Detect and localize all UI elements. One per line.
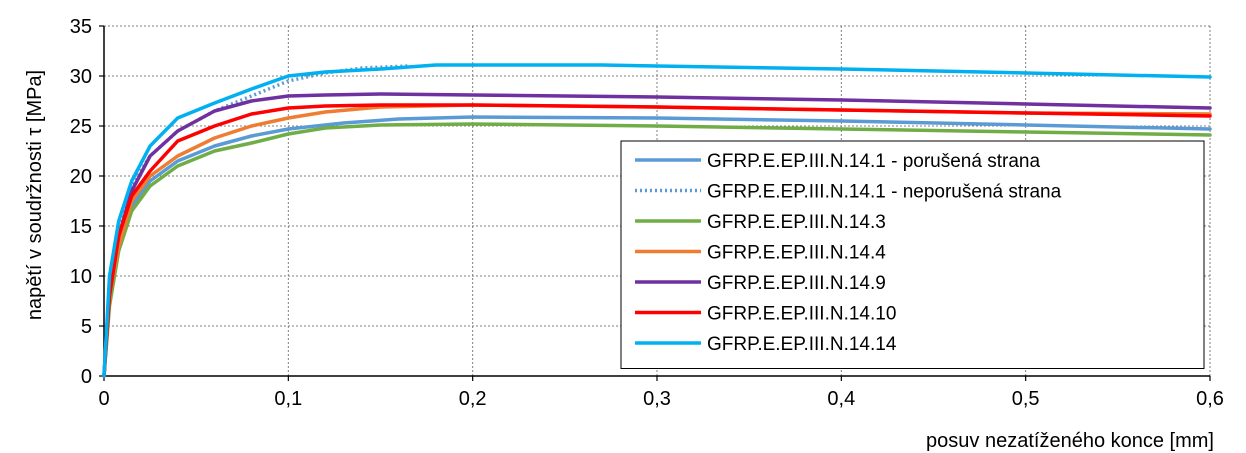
y-tick-label: 0: [81, 366, 92, 388]
axes: [99, 25, 1211, 381]
x-tick-label: 0,4: [827, 388, 855, 410]
x-tick-label: 0,6: [1196, 388, 1224, 410]
legend-label: GFRP.E.EP.III.N.14.1 - neporušená strana: [707, 182, 1062, 203]
y-axis-title: napětí v soudržnosti τ [MPa]: [24, 70, 46, 320]
y-tick-label: 20: [70, 166, 92, 188]
legend-label: GFRP.E.EP.III.N.14.3: [707, 212, 886, 233]
y-tick-label: 35: [70, 16, 92, 38]
x-tick-label: 0,2: [459, 388, 487, 410]
y-tick-label: 25: [70, 116, 92, 138]
legend-label: GFRP.E.EP.III.N.14.9: [707, 273, 886, 294]
legend-label: GFRP.E.EP.III.N.14.4: [707, 243, 886, 264]
y-tick-label: 10: [70, 266, 92, 288]
x-tick-label: 0,1: [274, 388, 302, 410]
series-line-7: [102, 63, 1212, 378]
x-tick-label: 0: [98, 388, 109, 410]
x-tick-label: 0,5: [1012, 388, 1040, 410]
legend-label: GFRP.E.EP.III.N.14.1 - porušená strana: [707, 151, 1040, 172]
data-series: [102, 63, 1212, 378]
y-tick-label: 5: [81, 316, 92, 338]
tick-labels: 0 0,1 0,2 0,3 0,4 0,5 0,6 0 5 10 15 20 25 30 35: [70, 16, 1224, 410]
legend-box: [620, 140, 1205, 369]
legend: GFRP.E.EP.III.N.14.1 - porušená strana GF…: [620, 140, 1205, 369]
legend-label: GFRP.E.EP.III.N.14.10: [707, 304, 896, 325]
x-axis-title: posuv nezatíženého konce [mm]: [926, 430, 1214, 452]
series-line-3: [102, 122, 1212, 378]
series-line-6: [102, 103, 1212, 378]
y-tick-label: 15: [70, 216, 92, 238]
x-tick-label: 0,3: [643, 388, 671, 410]
legend-label: GFRP.E.EP.III.N.14.14: [707, 334, 897, 355]
y-tick-label: 30: [70, 66, 92, 88]
